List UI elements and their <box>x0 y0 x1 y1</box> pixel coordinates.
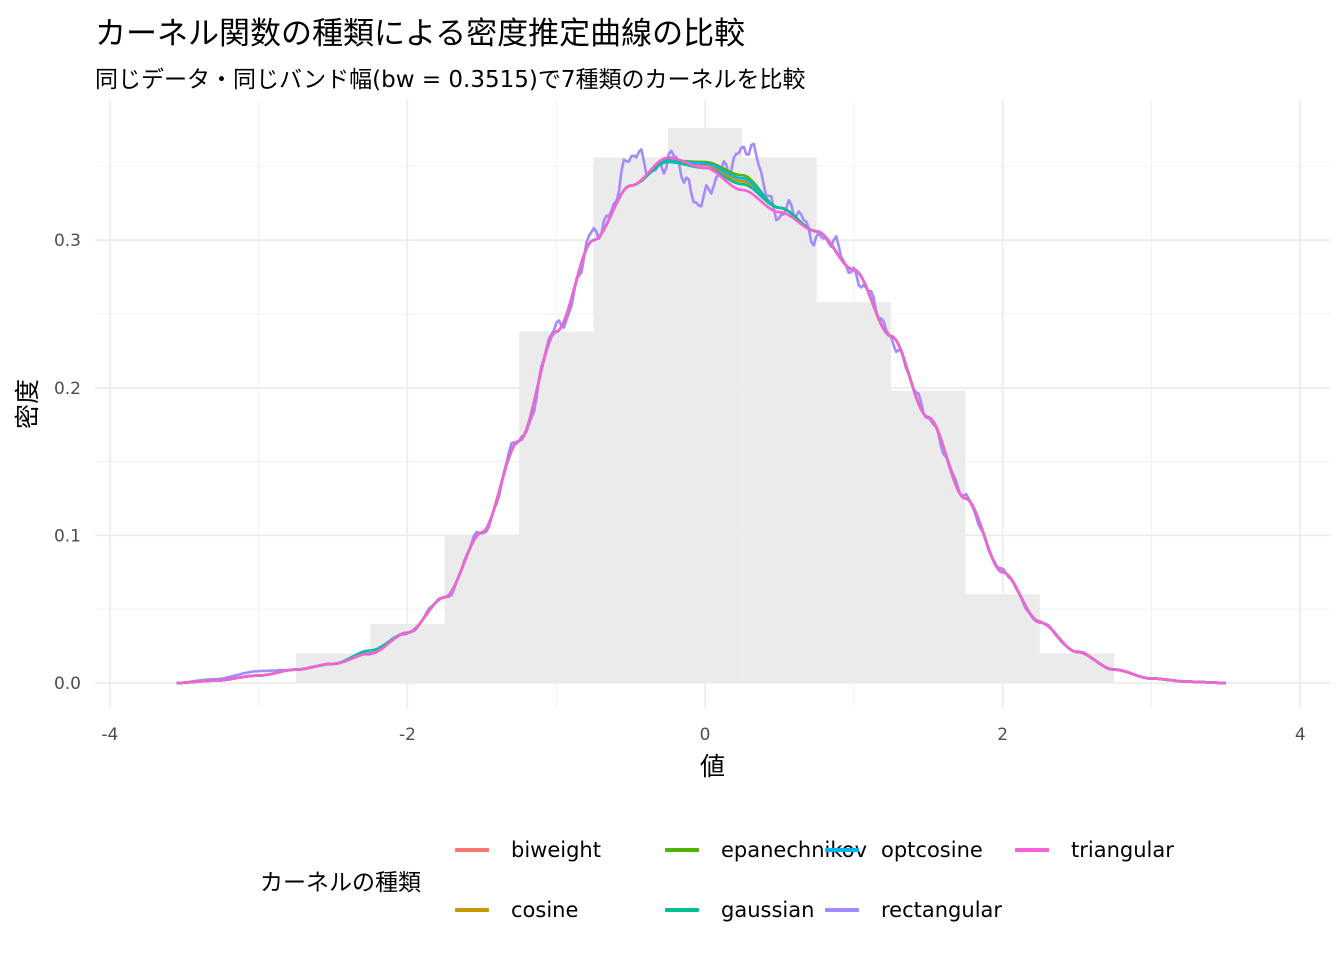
legend-item-optcosine: optcosine <box>825 835 983 865</box>
histogram-bar <box>965 594 1040 683</box>
y-axis-ticks: 0.0 0.1 0.2 0.3 <box>54 231 81 694</box>
histogram-bar <box>593 157 668 683</box>
histogram-bar <box>444 535 520 683</box>
histogram-bar <box>742 157 817 683</box>
density-curves <box>176 142 1226 685</box>
legend-label: biweight <box>511 838 601 862</box>
y-tick-label: 0.0 <box>54 674 81 694</box>
y-tick-label: 0.3 <box>54 231 81 251</box>
x-tick-label: 0 <box>700 725 711 745</box>
legend-item-gaussian: gaussian <box>665 895 814 925</box>
legend-label: gaussian <box>721 898 815 922</box>
histogram-bar <box>519 331 594 683</box>
histogram-bar <box>816 302 892 683</box>
x-axis-ticks: -4 -2 0 2 4 <box>101 725 1305 745</box>
density-plot: -4 -2 0 2 4 0.0 0.1 0.2 0.3 値 密度 <box>13 100 1330 781</box>
histogram-bars <box>295 128 1115 683</box>
legend-key-optcosine <box>825 848 859 852</box>
legend-key-epanechnikov <box>665 848 699 852</box>
legend-label: cosine <box>511 898 579 922</box>
x-axis-title: 値 <box>700 752 725 781</box>
y-tick-label: 0.1 <box>54 526 81 546</box>
legend-item-rectangular: rectangular <box>825 895 1002 925</box>
x-tick-label: -2 <box>399 725 416 745</box>
x-tick-label: 2 <box>997 725 1008 745</box>
legend-key-cosine <box>455 908 489 912</box>
legend-item-triangular: triangular <box>1015 835 1174 865</box>
x-tick-label: 4 <box>1295 725 1306 745</box>
legend-key-rectangular <box>825 908 859 912</box>
y-axis-title: 密度 <box>13 379 42 429</box>
legend-label: triangular <box>1071 838 1174 862</box>
x-tick-label: -4 <box>101 725 118 745</box>
histogram-bar <box>1039 653 1115 683</box>
legend-key-gaussian <box>665 908 699 912</box>
legend: カーネルの種類 biweight cosine epanechnikov gaussi… <box>260 830 1220 940</box>
chart-title: カーネル関数の種類による密度推定曲線の比較 <box>95 16 746 52</box>
histogram-bar <box>891 390 966 683</box>
histogram-bar <box>667 128 743 683</box>
legend-key-biweight <box>455 848 489 852</box>
legend-item-biweight: biweight <box>455 835 601 865</box>
density-curve-triangular <box>176 156 1226 685</box>
y-tick-label: 0.2 <box>54 379 81 399</box>
legend-item-cosine: cosine <box>455 895 578 925</box>
legend-key-triangular <box>1015 848 1049 852</box>
legend-title: カーネルの種類 <box>260 870 421 896</box>
chart-subtitle: 同じデータ・同じバンド幅(bw = 0.3515)で7種類のカーネルを比較 <box>95 67 806 93</box>
legend-label: optcosine <box>881 838 983 862</box>
legend-label: rectangular <box>881 898 1003 922</box>
